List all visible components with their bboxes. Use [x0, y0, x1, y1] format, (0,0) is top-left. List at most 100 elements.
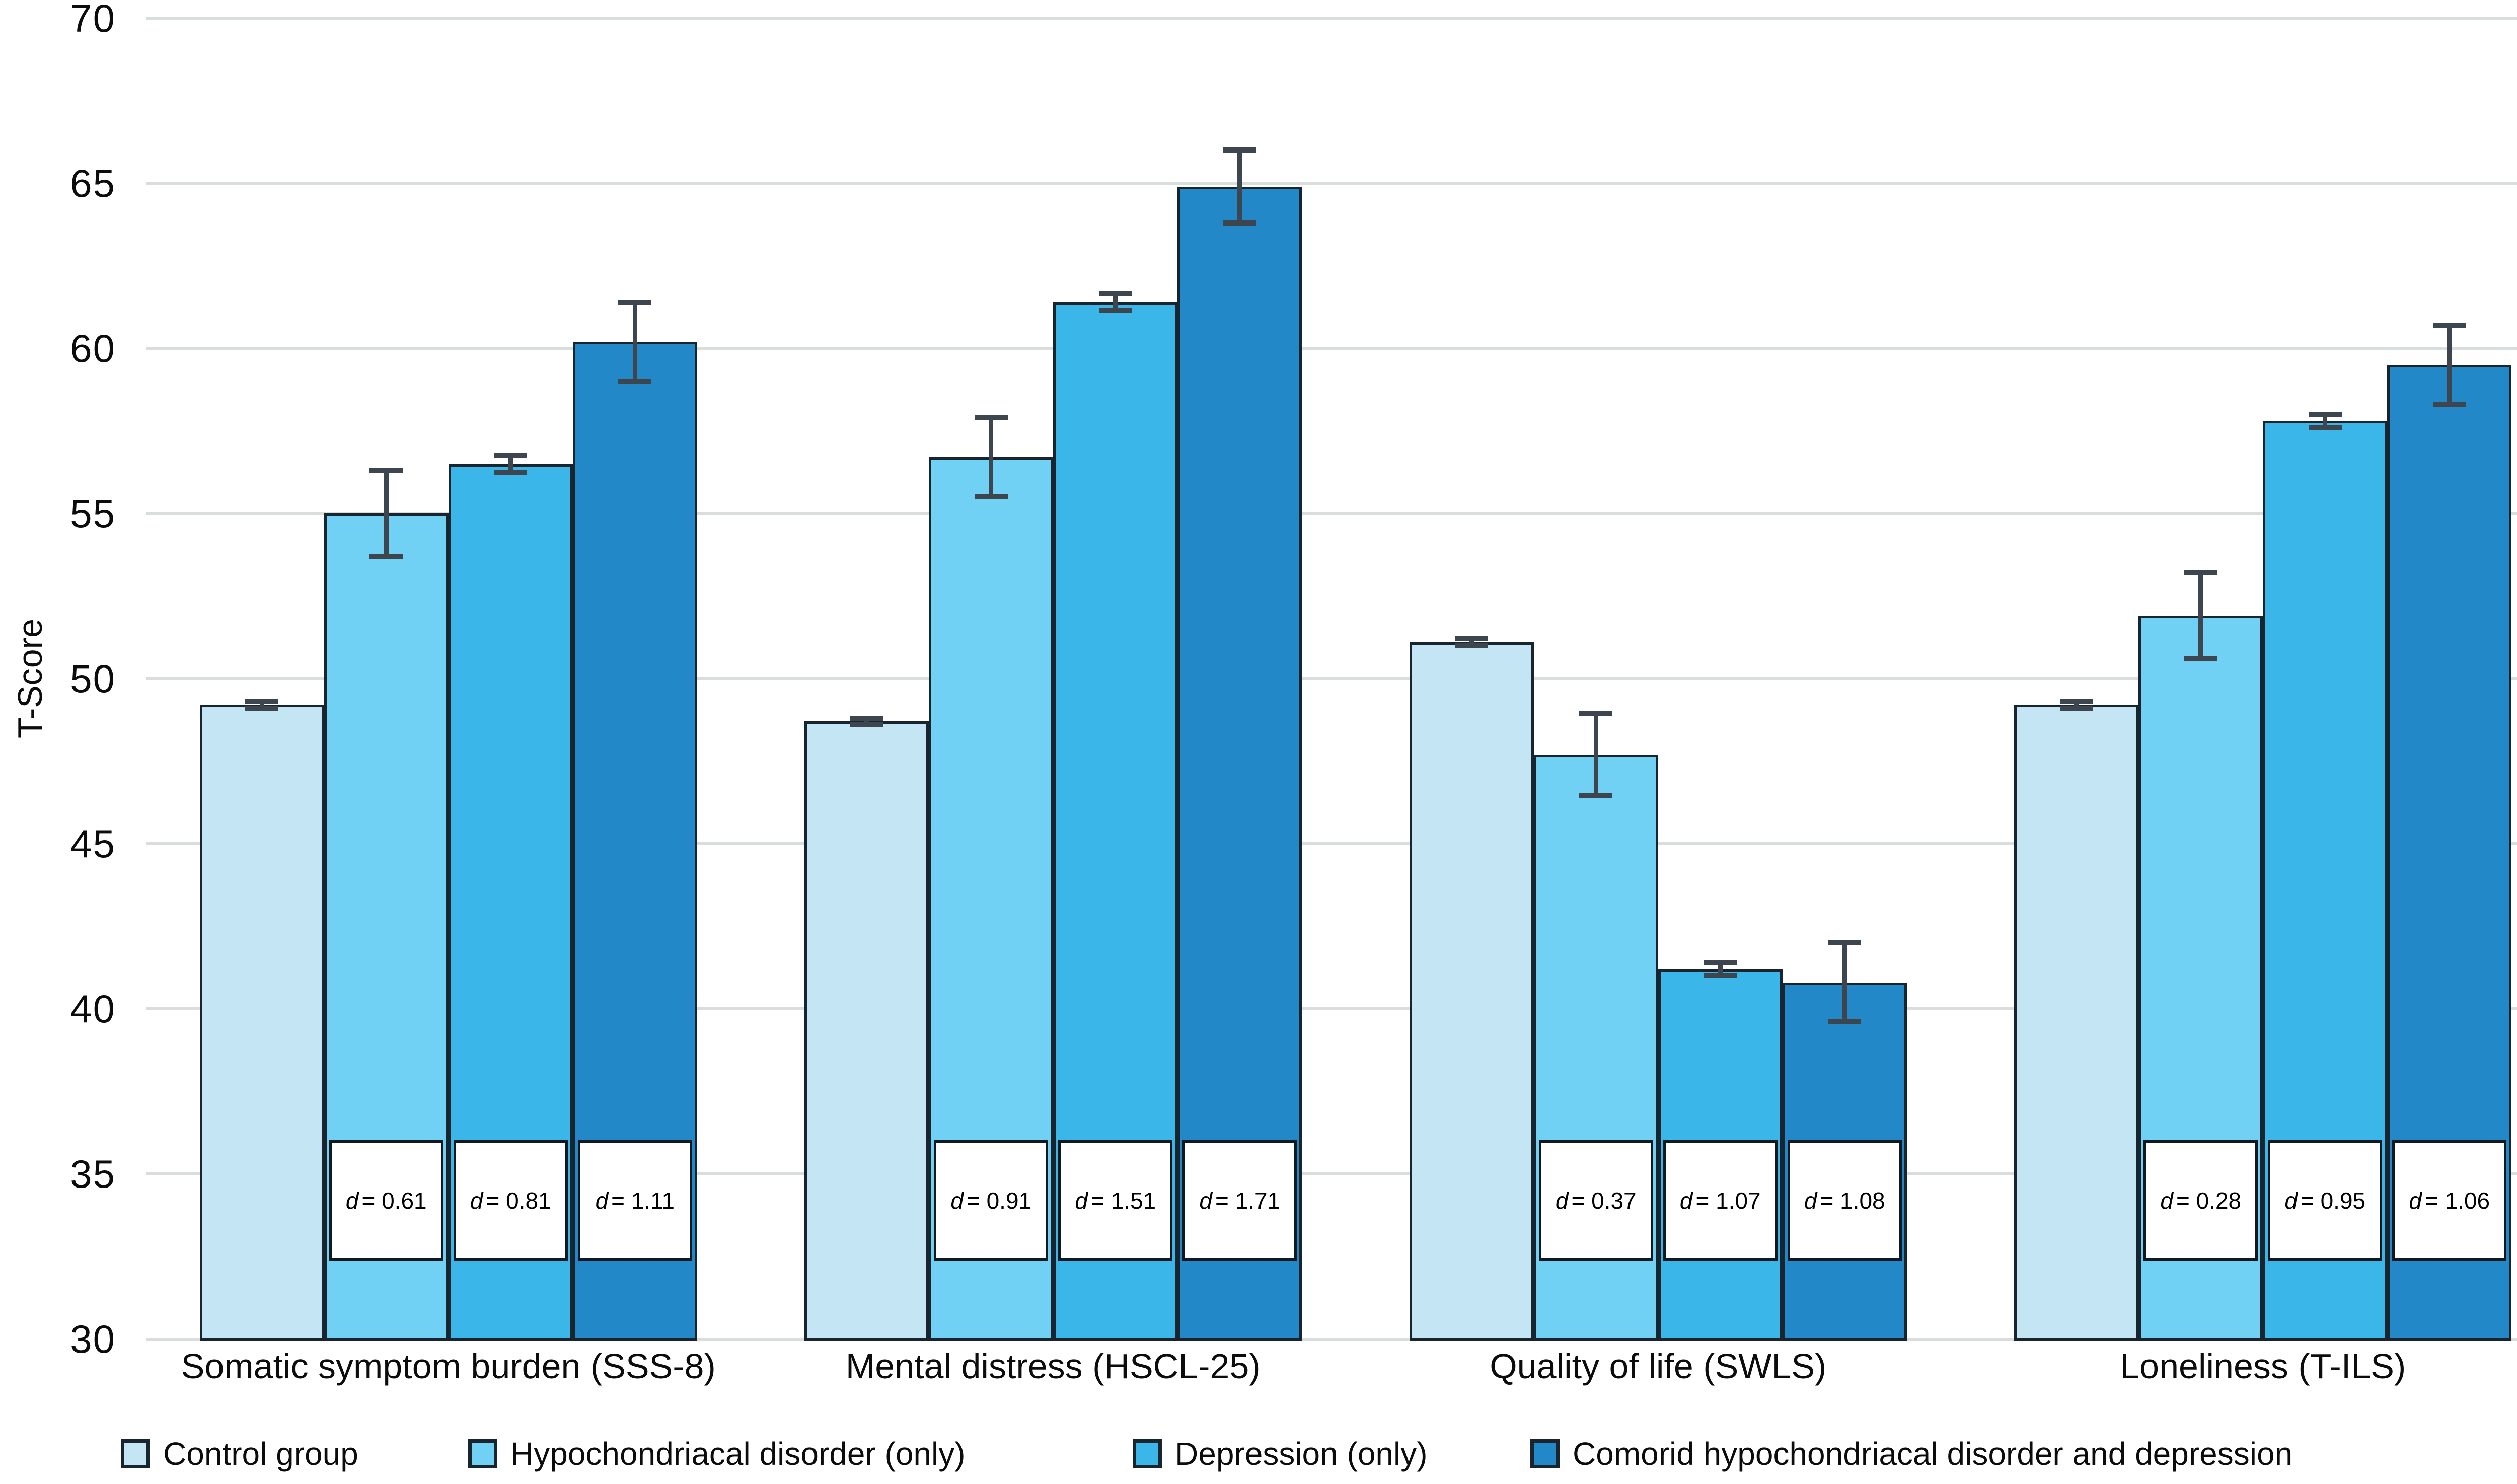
- legend-label: Comorid hypochondriacal disorder and dep…: [1573, 1436, 2293, 1472]
- error-bar-line: [1469, 639, 1474, 646]
- category-label: Somatic symptom burden (SSS-8): [181, 1347, 716, 1386]
- error-bar-line: [259, 701, 264, 709]
- error-bar-cap-top: [1579, 710, 1613, 716]
- legend-swatch: [468, 1439, 497, 1468]
- error-bar-line: [2447, 325, 2452, 405]
- y-tick-label: 50: [70, 656, 116, 701]
- gridline: [146, 182, 2517, 185]
- error-bar-cap-bottom: [850, 722, 883, 727]
- gridline: [146, 512, 2517, 515]
- y-tick-label: 40: [70, 987, 116, 1031]
- error-bar-cap-bottom: [618, 379, 652, 384]
- effect-size-box: d = 1.06: [2392, 1140, 2507, 1261]
- error-bar-cap-top: [1098, 291, 1132, 296]
- effect-size-box: d = 1.08: [1787, 1140, 1902, 1261]
- error-bar-cap-top: [369, 468, 403, 473]
- error-bar-line: [632, 302, 637, 382]
- bar: [199, 705, 324, 1341]
- error-bar-line: [864, 718, 869, 725]
- error-bar-cap-bottom: [2432, 402, 2466, 407]
- error-bar-cap-bottom: [2308, 425, 2342, 430]
- effect-size-box: d = 1.71: [1182, 1140, 1297, 1261]
- effect-size-box: d = 0.61: [329, 1140, 443, 1261]
- error-bar-cap-bottom: [245, 706, 279, 711]
- gridline: [146, 842, 2517, 845]
- error-bar-cap-top: [2059, 699, 2093, 704]
- effect-size-box: d = 0.37: [1538, 1140, 1653, 1261]
- error-bar-cap-top: [1828, 940, 1862, 945]
- error-bar-line: [2074, 701, 2079, 709]
- bar: [2014, 705, 2139, 1341]
- effect-size-box: d = 1.51: [1058, 1140, 1173, 1261]
- gridline: [146, 1172, 2517, 1175]
- effect-size-symbol: d: [595, 1188, 609, 1214]
- error-bar-cap-top: [850, 715, 883, 721]
- legend-item: Depression (only): [1133, 1434, 1428, 1474]
- error-bar-cap-top: [494, 453, 528, 459]
- legend: Control group Hypochondriacal disorder (o…: [0, 1434, 2517, 1479]
- gridline: [146, 1338, 2517, 1341]
- category-label: Quality of life (SWLS): [1490, 1347, 1827, 1386]
- legend-swatch: [1133, 1439, 1162, 1468]
- y-tick-label: 35: [70, 1152, 116, 1196]
- effect-size-symbol: d: [1075, 1188, 1088, 1214]
- error-bar-cap-top: [2432, 323, 2466, 328]
- error-bar-cap-bottom: [974, 494, 1008, 500]
- legend-swatch: [121, 1439, 150, 1468]
- error-bar-cap-top: [2184, 570, 2217, 576]
- effect-size-symbol: d: [1555, 1188, 1569, 1214]
- effect-size-symbol: d: [1199, 1188, 1212, 1214]
- error-bar-cap-top: [1223, 147, 1256, 153]
- error-bar-line: [2198, 573, 2203, 659]
- category-label: Mental distress (HSCL-25): [845, 1347, 1261, 1386]
- error-bar-cap-top: [1455, 636, 1489, 642]
- y-tick-label: 45: [70, 822, 116, 866]
- error-bar-cap-bottom: [1704, 973, 1737, 979]
- error-bar-line: [2323, 414, 2328, 428]
- error-bar-line: [384, 470, 389, 557]
- error-bar-cap-top: [618, 300, 652, 305]
- error-bar-line: [1113, 293, 1118, 311]
- effect-size-symbol: d: [2409, 1188, 2422, 1214]
- effect-size-box: d = 0.95: [2268, 1140, 2383, 1261]
- y-tick-label: 70: [70, 0, 116, 40]
- legend-item: Control group: [121, 1434, 358, 1474]
- legend-item: Hypochondriacal disorder (only): [468, 1434, 966, 1474]
- error-bar-cap-bottom: [2059, 706, 2093, 711]
- y-tick-label: 60: [70, 326, 116, 370]
- error-bar-cap-bottom: [1579, 793, 1613, 798]
- error-bar-cap-bottom: [2184, 656, 2217, 661]
- error-bar-line: [1593, 713, 1598, 796]
- gridline: [146, 677, 2517, 680]
- y-tick-label: 65: [70, 161, 116, 205]
- effect-size-box: d = 0.28: [2143, 1140, 2258, 1261]
- effect-size-symbol: d: [1804, 1188, 1817, 1214]
- y-tick-label: 55: [70, 491, 116, 536]
- error-bar-cap-top: [2308, 412, 2342, 417]
- error-bar-cap-bottom: [1098, 308, 1132, 313]
- error-bar-line: [989, 417, 994, 497]
- error-bar-cap-bottom: [494, 470, 528, 475]
- error-bar-cap-bottom: [1828, 1019, 1862, 1025]
- error-bar-line: [1718, 962, 1723, 976]
- effect-size-symbol: d: [2160, 1188, 2173, 1214]
- error-bar-cap-bottom: [369, 554, 403, 559]
- gridline: [146, 347, 2517, 350]
- error-bar-cap-bottom: [1223, 220, 1256, 226]
- error-bar-cap-top: [245, 699, 279, 704]
- effect-size-symbol: d: [345, 1188, 359, 1214]
- effect-size-box: d = 1.07: [1663, 1140, 1778, 1261]
- error-bar-line: [1237, 150, 1242, 223]
- error-bar-cap-top: [974, 415, 1008, 420]
- error-bar-line: [508, 456, 513, 472]
- effect-size-symbol: d: [2284, 1188, 2298, 1214]
- category-label: Loneliness (T-ILS): [2120, 1347, 2406, 1386]
- effect-size-symbol: d: [1679, 1188, 1693, 1214]
- effect-size-box: d = 0.81: [453, 1140, 568, 1261]
- legend-swatch: [1530, 1439, 1560, 1468]
- error-bar-cap-bottom: [1455, 643, 1489, 648]
- legend-item: Comorid hypochondriacal disorder and dep…: [1530, 1434, 2292, 1474]
- error-bar-cap-top: [1704, 960, 1737, 966]
- gridline: [146, 1007, 2517, 1010]
